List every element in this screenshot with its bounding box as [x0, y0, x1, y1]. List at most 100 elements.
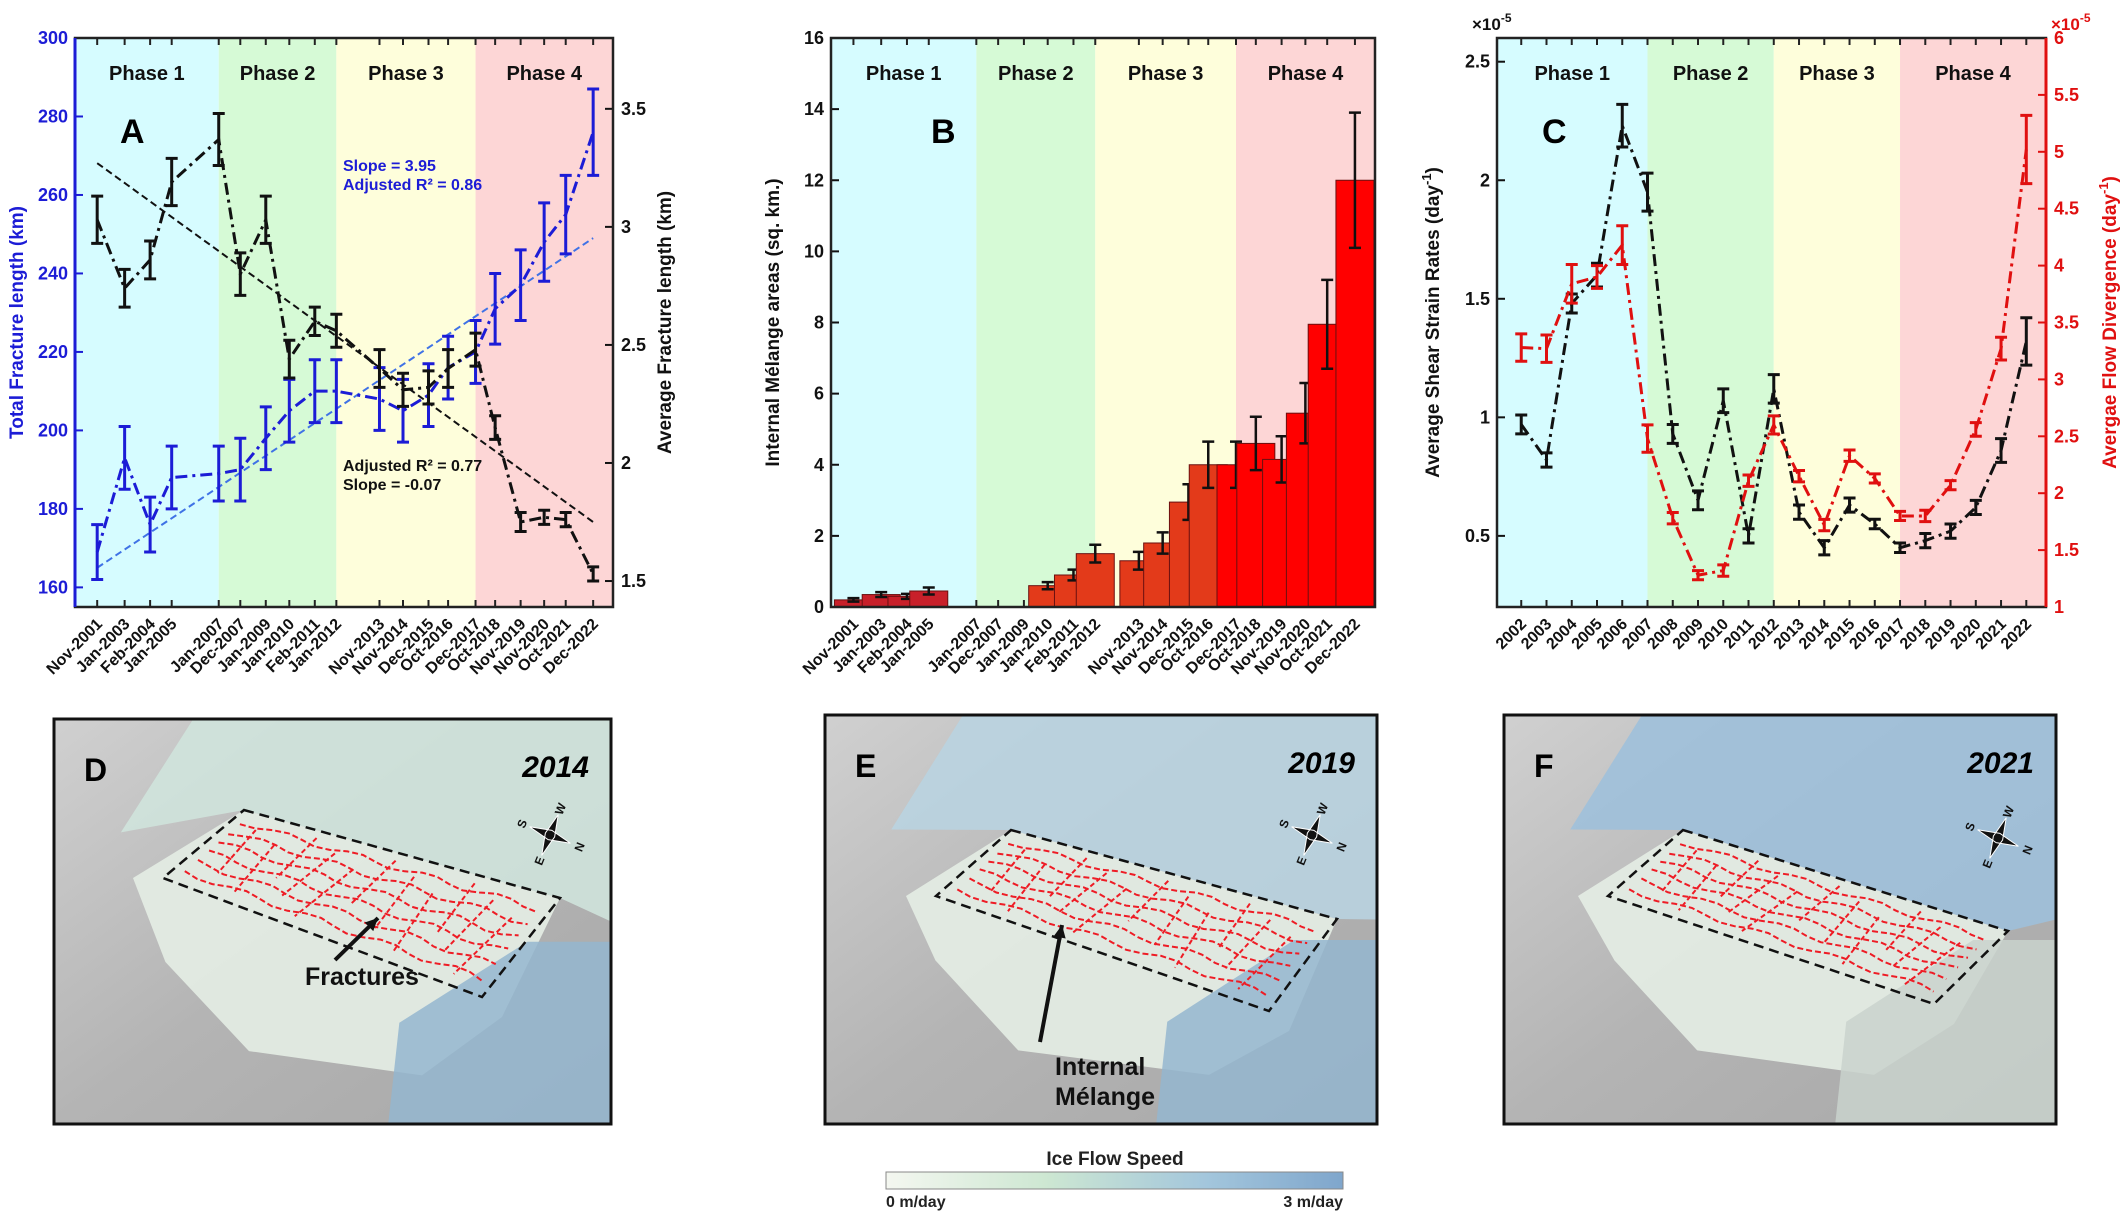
colorbar-max-label: 3 m/day — [1283, 1194, 1343, 1211]
study-area-outline — [1605, 828, 2011, 1006]
fracture-line — [1741, 890, 1799, 932]
y-axis-label-left: Internal Mélange areas (sq. km.) — [763, 178, 784, 466]
y-tick-label-left: 220 — [38, 342, 68, 362]
phase-label: Phase 2 — [998, 63, 1074, 85]
error-bar — [1666, 422, 1679, 445]
error-bar — [308, 305, 321, 337]
error-bar — [442, 348, 455, 389]
panel-b-chart: Phase 1 Phase 2 Phase 3 Phase 4 B 0 2 4 6 8 10 12 14… — [763, 28, 1377, 678]
y-axis-label-suffix: ) — [2100, 176, 2121, 182]
phase-label: Phase 4 — [506, 63, 582, 85]
error-bar — [514, 248, 527, 323]
error-bar — [1692, 489, 1705, 512]
y-axis-label-right: Average Fracture length (km) — [655, 191, 676, 454]
y-axis-label-exponent: -1 — [2096, 182, 2111, 194]
error-bar — [1793, 468, 1806, 484]
plot-frame — [829, 36, 1377, 609]
error-bar — [91, 194, 104, 245]
fracture-line — [294, 868, 354, 917]
error-bar — [373, 348, 386, 389]
map-image — [54, 719, 611, 1124]
panel-a-chart: Phase 1 Phase 2 Phase 3 Phase 4A16018020022… — [7, 28, 676, 678]
fracture-line — [1057, 872, 1108, 914]
error-bar — [875, 590, 888, 599]
fracture-line — [1660, 860, 1969, 959]
map-image — [825, 715, 1377, 1124]
y-tick-label-right: 5 — [2054, 142, 2064, 162]
y-tick-label-right: 4.5 — [2054, 199, 2079, 219]
y-tick-label-right: 1 — [2054, 597, 2064, 617]
error-bar — [1969, 498, 1982, 517]
panel-c-chart: Phase 1 Phase 2 Phase 3 Phase 4 C 0.5 1 1.5 2 2.5… — [1419, 11, 2121, 653]
y-tick-label-left: 2 — [1480, 170, 1490, 190]
y-tick-label-right: 2.5 — [621, 335, 646, 355]
error-bar — [1348, 111, 1361, 250]
axis-multiplier-exponent: -5 — [1501, 11, 1512, 25]
fracture-line — [1007, 842, 1316, 933]
y-tick-label-left: 180 — [38, 499, 68, 519]
panel-letter: B — [931, 113, 956, 151]
callout-label: Internal — [1055, 1053, 1145, 1081]
y-tick-label-right: 4 — [2054, 256, 2064, 276]
error-bar — [1540, 451, 1553, 469]
ice-flow-overlay — [891, 715, 1377, 920]
phase-band — [1497, 38, 1648, 607]
error-bar — [1868, 517, 1881, 531]
fracture-line — [275, 837, 318, 879]
error-bar — [1641, 171, 1654, 213]
error-bar — [212, 112, 225, 167]
fracture-line — [1720, 859, 1759, 898]
error-bar — [1717, 563, 1730, 578]
error-bar — [234, 436, 247, 503]
error-bar — [489, 271, 502, 346]
phase-band — [1647, 38, 1774, 607]
fracture-line — [184, 870, 483, 982]
fracture-line — [1661, 849, 1698, 892]
y-tick-label-left: 200 — [38, 420, 68, 440]
error-bar — [308, 358, 321, 425]
fracture-line — [208, 849, 509, 950]
iceberg-melange-area — [1156, 939, 1377, 1124]
phase-band — [218, 38, 337, 607]
error-bar — [1944, 522, 1957, 540]
error-bar — [1591, 264, 1603, 290]
fracture-line — [1669, 852, 1977, 951]
fracture-line — [350, 859, 397, 904]
error-bar — [2020, 113, 2033, 186]
phase-band — [976, 38, 1096, 607]
y-tick-label-left: 8 — [814, 313, 824, 333]
fracture-line — [1892, 926, 1942, 968]
phase-band — [336, 38, 476, 607]
y-tick-label-right: 3 — [2054, 369, 2064, 389]
iceberg-melange-area — [388, 941, 611, 1124]
fracture-line — [442, 899, 494, 953]
y-tick-label-right: 1.5 — [2054, 540, 2079, 560]
phase-label: Phase 3 — [1799, 63, 1875, 85]
error-bar — [1969, 421, 1982, 438]
error-bar — [559, 173, 572, 256]
fracture-line — [218, 841, 519, 937]
map-year: 2019 — [1287, 747, 1355, 780]
y-tick-label-left: 10 — [804, 241, 824, 261]
fracture-line — [1797, 885, 1841, 923]
fracture-line — [1640, 877, 1947, 981]
error-bar — [1894, 509, 1907, 523]
fracture-line — [969, 877, 1280, 982]
error-bar — [118, 424, 131, 491]
trendline — [96, 162, 594, 523]
y-tick-label-left: 6 — [814, 384, 824, 404]
fracture-line — [197, 859, 497, 966]
phase-band — [75, 38, 219, 607]
y-tick-label-left: 160 — [38, 577, 68, 597]
panel-letter: C — [1542, 113, 1567, 151]
y-axis-label-left: Average Shear Strain Rates (day-1) — [1419, 167, 1444, 478]
fracture-line — [1153, 895, 1190, 946]
error-bar — [1202, 440, 1215, 490]
colorbar-min-label: 0 m/day — [886, 1194, 946, 1211]
map-frame — [52, 717, 613, 1126]
error-bar — [1995, 437, 2008, 464]
study-area-outline — [160, 808, 563, 999]
